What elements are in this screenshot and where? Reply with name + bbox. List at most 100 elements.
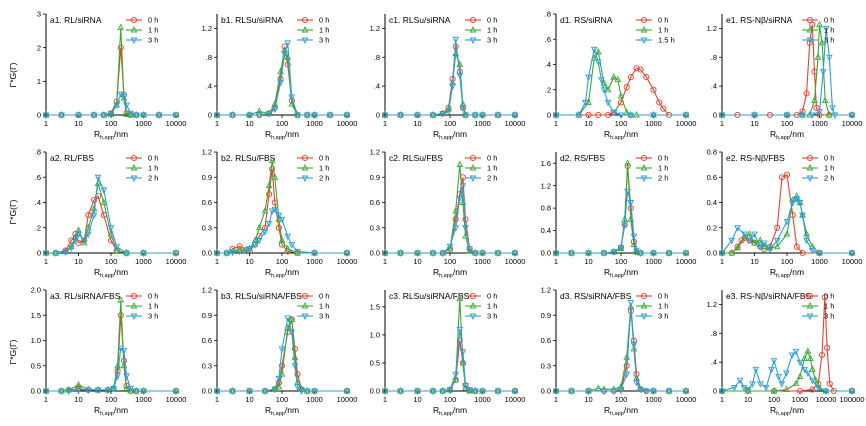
x-tick-label: 1000: [811, 257, 828, 266]
data-point: [94, 179, 102, 187]
data-point: [269, 165, 276, 172]
legend-label: 1 h: [824, 26, 834, 35]
x-tick-label: 100: [444, 119, 457, 128]
data-point: [552, 112, 560, 119]
x-tick-label: 1: [720, 395, 724, 404]
data-point: [479, 112, 486, 119]
data-point: [67, 245, 75, 252]
data-point: [268, 208, 276, 215]
x-tick-label: 100: [768, 395, 781, 404]
y-tick-label: 1.2: [202, 148, 212, 157]
data-point: [617, 112, 625, 119]
data-point: [818, 351, 826, 358]
legend-marker: [130, 292, 138, 300]
data-point: [462, 382, 469, 390]
data-point: [132, 388, 140, 395]
data-point: [811, 96, 818, 104]
legend-marker: [640, 292, 648, 300]
data-point: [809, 365, 816, 372]
y-tick-label: 0.5: [370, 359, 380, 368]
data-point: [123, 373, 130, 380]
series-line: [385, 329, 515, 392]
data-point: [452, 206, 460, 214]
data-point: [414, 250, 421, 257]
series-1: [42, 193, 180, 257]
x-tick-label: 10000: [166, 119, 187, 128]
data-point: [801, 366, 808, 374]
data-point: [479, 250, 486, 257]
data-point: [783, 112, 791, 119]
data-point: [731, 384, 738, 392]
series-line: [217, 42, 347, 116]
series-1: [213, 316, 351, 395]
chart-title: e2. RS-Nβ/FBS: [726, 153, 785, 163]
data-point: [236, 248, 244, 256]
chart-title: e1. RS-Nβ/siRNA: [726, 15, 793, 25]
legend-label: 0 h: [319, 292, 329, 301]
x-tick-label: 1: [383, 119, 387, 128]
legend-marker: [301, 292, 309, 300]
data-point: [796, 387, 804, 395]
legend-marker: [301, 302, 309, 309]
y-tick-label: 0: [547, 111, 551, 120]
data-point: [808, 112, 816, 119]
x-axis-title: Rh,app/nm: [94, 405, 128, 417]
data-point: [94, 174, 102, 182]
x-tick-label: 1000: [474, 257, 491, 266]
data-point: [783, 385, 790, 393]
data-point: [650, 112, 657, 119]
data-point: [746, 237, 753, 245]
x-tick-label: 10: [750, 257, 758, 266]
y-tick-label: 0.5: [31, 361, 41, 370]
data-point: [452, 36, 460, 44]
chart-panel: 0.0 0.3 0.6 0.9 1.2 1 10 100 1000 10000 Rh,app/nm b…: [202, 286, 358, 417]
legend-marker: [469, 292, 477, 300]
data-point: [117, 44, 124, 51]
chart-title: b1. RLSu/siRNA: [221, 15, 283, 25]
x-tick-label: 1: [554, 395, 558, 404]
data-point: [246, 388, 253, 395]
data-point: [275, 375, 283, 383]
data-point: [172, 388, 180, 395]
data-point: [624, 188, 631, 196]
data-point: [251, 242, 259, 249]
y-tick-label: .8: [545, 10, 551, 19]
series-1: [552, 307, 690, 395]
series-1: [552, 65, 690, 119]
y-tick-label: 2.0: [31, 286, 41, 295]
legend-label: 0 h: [319, 154, 329, 163]
x-tick-label: 10000: [337, 119, 358, 128]
x-tick-label: 10: [413, 119, 421, 128]
series-3: [213, 40, 351, 119]
legend: 0 h1 h3 h: [465, 292, 497, 321]
data-point: [172, 250, 180, 257]
series-3: [381, 36, 519, 119]
y-tick-label: .6: [35, 173, 41, 182]
data-point: [90, 112, 98, 119]
x-tick-label: 10: [245, 395, 253, 404]
data-point: [449, 83, 456, 91]
y-tick-label: 0: [37, 249, 41, 258]
legend-marker: [130, 302, 138, 309]
data-point: [266, 191, 273, 198]
data-point: [265, 111, 273, 118]
legend-marker: [301, 26, 309, 33]
legend-marker: [469, 154, 477, 162]
data-point: [288, 329, 296, 337]
series-3: [552, 46, 690, 119]
legend-marker: [806, 154, 814, 162]
legend: 0 h1 h3 h: [126, 16, 158, 45]
data-point: [104, 387, 112, 394]
data-point: [120, 94, 128, 101]
data-point: [575, 112, 583, 119]
data-point: [633, 380, 640, 387]
legend-label: 3 h: [658, 312, 668, 321]
legend-marker: [640, 175, 648, 182]
data-point: [459, 349, 467, 356]
data-point: [113, 102, 121, 109]
y-tick-label: 0.6: [707, 173, 717, 182]
data-point: [600, 388, 608, 395]
x-tick-label: 1000: [306, 119, 323, 128]
data-point: [268, 156, 276, 163]
legend-marker: [640, 37, 648, 44]
